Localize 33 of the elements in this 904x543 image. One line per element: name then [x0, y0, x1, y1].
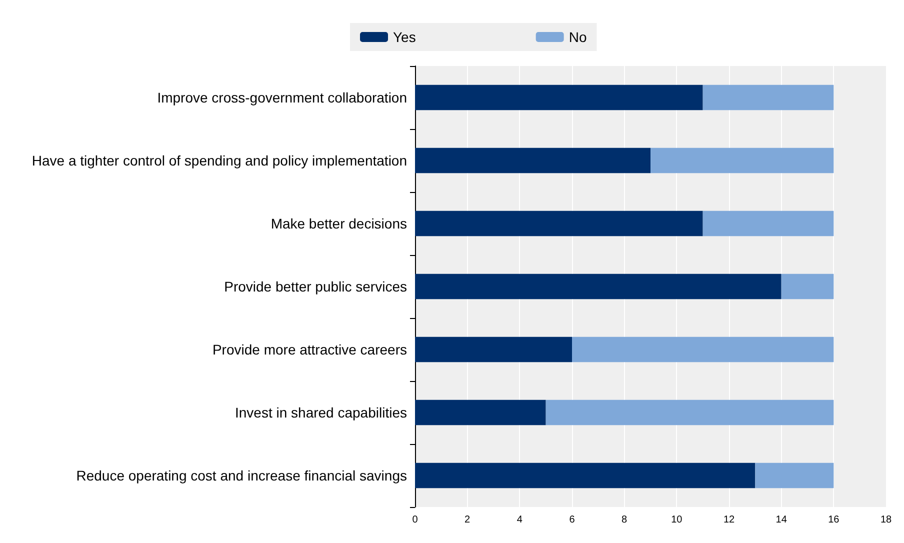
x-tick-label: 14 — [776, 514, 788, 526]
y-tick-label: Provide better public services — [224, 278, 407, 294]
x-tick-label: 0 — [412, 514, 418, 526]
y-tick-label: Have a tighter control of spending and policy implementation — [32, 152, 407, 168]
bar — [415, 210, 703, 236]
x-tick-label: 16 — [828, 514, 840, 526]
bar — [755, 462, 834, 488]
bar — [702, 84, 834, 110]
bar — [781, 274, 834, 300]
bar — [415, 274, 782, 300]
x-tick-label: 2 — [464, 514, 471, 526]
x-tick-label: 8 — [622, 514, 628, 526]
x-tick-label: 4 — [516, 514, 523, 526]
x-tick-label: 18 — [880, 514, 892, 526]
bar — [415, 400, 546, 426]
x-tick-label: 10 — [671, 514, 683, 526]
bar — [702, 210, 834, 236]
y-tick-label: Reduce operating cost and increase financial savings — [76, 468, 407, 484]
x-tick-label: 12 — [723, 514, 735, 526]
y-tick-label: Improve cross-government collaboration — [157, 90, 407, 106]
bar — [650, 148, 834, 174]
y-tick-label: Provide more attractive careers — [212, 342, 407, 358]
bar — [415, 84, 703, 110]
bar — [572, 336, 834, 362]
x-tick-label: 6 — [569, 514, 576, 526]
legend-label: No — [568, 29, 587, 45]
bar — [415, 148, 650, 174]
bar — [415, 336, 572, 362]
bar — [546, 400, 834, 426]
bar — [415, 462, 756, 488]
y-tick-label: Invest in shared capabilities — [235, 404, 407, 420]
y-tick-label: Make better decisions — [270, 216, 407, 232]
legend-label: Yes — [393, 29, 416, 45]
